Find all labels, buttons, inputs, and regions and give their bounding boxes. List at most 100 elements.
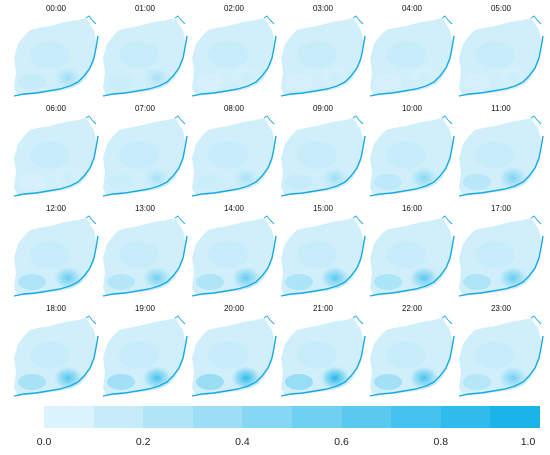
coastline	[369, 135, 455, 197]
hotspot	[408, 365, 440, 391]
hotspot	[230, 365, 262, 391]
hotspot	[141, 365, 173, 391]
colorbar-ticks: 0.0 0.2 0.4 0.6 0.8 1.0	[0, 436, 550, 450]
heatmap-panel: 15:00	[277, 200, 369, 300]
colorbar-step	[192, 406, 243, 428]
coastline	[191, 335, 277, 397]
colorbar-step	[143, 406, 193, 428]
coastline	[280, 335, 366, 397]
hotspot	[319, 265, 351, 291]
hotspot	[497, 265, 529, 291]
heatmap-panel: 05:00	[455, 0, 547, 100]
panel-title: 02:00	[223, 4, 245, 13]
hotspot	[230, 165, 262, 191]
hotspot	[319, 165, 351, 191]
colorbar-tick-label: 0.2	[135, 436, 151, 448]
hotspot	[141, 165, 173, 191]
panel-title: 12:00	[45, 204, 67, 213]
coastline	[102, 135, 188, 197]
heatmap-panel: 13:00	[99, 200, 191, 300]
coastline	[369, 335, 455, 397]
coastline	[191, 35, 277, 97]
hotspot	[230, 65, 262, 91]
heatmap-panel: 11:00	[455, 100, 547, 200]
panel-title: 22:00	[401, 304, 423, 313]
hotspot	[52, 365, 84, 391]
heatmap-panel: 01:00	[99, 0, 191, 100]
coastline	[280, 135, 366, 197]
colorbar-tick-label: 1.0	[520, 436, 536, 448]
panel-title: 11:00	[491, 104, 511, 113]
hotspot	[52, 265, 84, 291]
heatmap-panel: 19:00	[99, 300, 191, 400]
heatmap-panel: 14:00	[188, 200, 280, 300]
coastline	[458, 335, 544, 397]
panel-title: 07:00	[134, 104, 156, 113]
colorbar	[44, 406, 540, 428]
coastline	[191, 135, 277, 197]
hotspot	[497, 365, 529, 391]
coastline	[191, 235, 277, 297]
hotspot	[230, 265, 262, 291]
heatmap-panel: 18:00	[10, 300, 102, 400]
hotspot	[319, 65, 351, 91]
panel-title: 23:00	[490, 304, 512, 313]
hotspot	[141, 65, 173, 91]
heatmap-panel: 04:00	[366, 0, 458, 100]
hotspot	[408, 65, 440, 91]
coastline	[102, 235, 188, 297]
heatmap-panel: 16:00	[366, 200, 458, 300]
colorbar-step	[291, 406, 342, 428]
panel-title: 01:00	[134, 4, 156, 13]
colorbar-step	[44, 406, 94, 428]
coastline	[102, 35, 188, 97]
heatmap-panel: 12:00	[10, 200, 102, 300]
panel-title: 08:00	[223, 104, 245, 113]
panel-title: 10:00	[401, 104, 423, 113]
heatmap-panel: 21:00	[277, 300, 369, 400]
panel-title: 20:00	[223, 304, 245, 313]
coastline	[280, 235, 366, 297]
coastline	[458, 135, 544, 197]
heatmap-panel: 22:00	[366, 300, 458, 400]
colorbar-step	[440, 406, 491, 428]
hotspot	[52, 165, 84, 191]
hotspot	[52, 65, 84, 91]
colorbar-tick-label: 0.0	[36, 436, 52, 448]
heatmap-panel: 08:00	[188, 100, 280, 200]
coastline	[458, 235, 544, 297]
hotspot	[141, 265, 173, 291]
heatmap-panel: 09:00	[277, 100, 369, 200]
colorbar-step	[391, 406, 441, 428]
panel-title: 05:00	[490, 4, 512, 13]
coastline	[13, 335, 99, 397]
colorbar-tick-label: 0.6	[334, 436, 349, 448]
coastline	[13, 235, 99, 297]
hotspot	[408, 265, 440, 291]
panel-title: 03:00	[312, 4, 334, 13]
panel-title: 04:00	[401, 4, 423, 13]
colorbar-step	[341, 406, 392, 428]
coastline	[13, 135, 99, 197]
colorbar-step	[242, 406, 292, 428]
panel-title: 09:00	[312, 104, 334, 113]
panel-title: 21:00	[312, 304, 334, 313]
coastline	[13, 35, 99, 97]
heatmap-panel: 06:00	[10, 100, 102, 200]
panel-title: 18:00	[45, 304, 67, 313]
hotspot	[319, 365, 351, 391]
colorbar-step	[490, 406, 540, 428]
heatmap-panel: 07:00	[99, 100, 191, 200]
coastline	[458, 35, 544, 97]
colorbar-tick-label: 0.4	[235, 436, 250, 448]
coastline	[369, 235, 455, 297]
hotspot	[497, 165, 529, 191]
panel-title: 14:00	[223, 204, 245, 213]
panel-title: 00:00	[45, 4, 67, 13]
small-multiples-grid: 00:00 01:00 02:00 03:00 04:00 05:00 06:00 07:00…	[10, 0, 547, 400]
colorbar-step	[93, 406, 144, 428]
heatmap-panel: 23:00	[455, 300, 547, 400]
colorbar-tick-label: 0.8	[433, 436, 449, 448]
panel-title: 17:00	[490, 204, 512, 213]
heatmap-panel: 17:00	[455, 200, 547, 300]
